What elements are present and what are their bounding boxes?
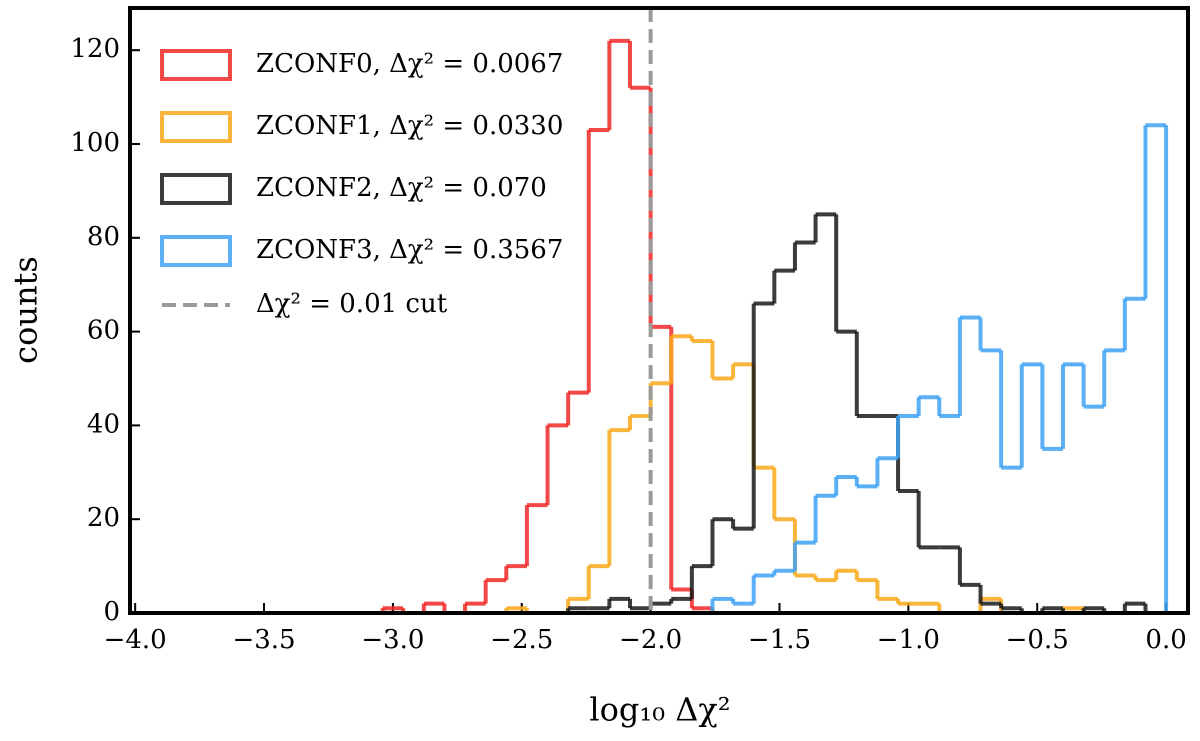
x-tick-label: 0.0 <box>1145 625 1186 655</box>
y-tick-label: 80 <box>87 222 120 252</box>
x-tick-label: −2.5 <box>490 625 553 655</box>
y-tick-label: 40 <box>87 409 120 439</box>
legend-label: ZCONF0, Δχ² = 0.0067 <box>256 49 563 79</box>
legend-swatch <box>160 49 232 81</box>
x-tick-label: −1.5 <box>748 625 811 655</box>
x-tick-label: −3.5 <box>232 625 295 655</box>
y-axis-label: counts <box>7 256 45 364</box>
legend-label: ZCONF2, Δχ² = 0.070 <box>256 173 547 203</box>
x-tick-label: −2.0 <box>619 625 682 655</box>
legend-swatch <box>160 111 232 143</box>
y-tick-label: 60 <box>87 316 120 346</box>
y-tick-label: 120 <box>70 34 120 64</box>
x-tick-label: −1.0 <box>877 625 940 655</box>
x-tick-label: −0.5 <box>1006 625 1069 655</box>
legend-swatch <box>160 235 232 267</box>
plot-frame <box>128 6 1190 615</box>
x-axis-label: log₁₀ Δχ² <box>589 691 730 729</box>
x-tick-label: −4.0 <box>104 625 167 655</box>
legend-swatch <box>160 173 232 205</box>
histogram-edges <box>710 125 1169 613</box>
legend-label: Δχ² = 0.01 cut <box>256 289 448 319</box>
y-tick-label: 100 <box>70 128 120 158</box>
y-tick-label: 20 <box>87 503 120 533</box>
x-tick-label: −3.0 <box>361 625 424 655</box>
legend-label: ZCONF3, Δχ² = 0.3567 <box>256 235 563 265</box>
y-tick-label: 0 <box>103 597 120 627</box>
legend-label: ZCONF1, Δχ² = 0.0330 <box>256 111 563 141</box>
